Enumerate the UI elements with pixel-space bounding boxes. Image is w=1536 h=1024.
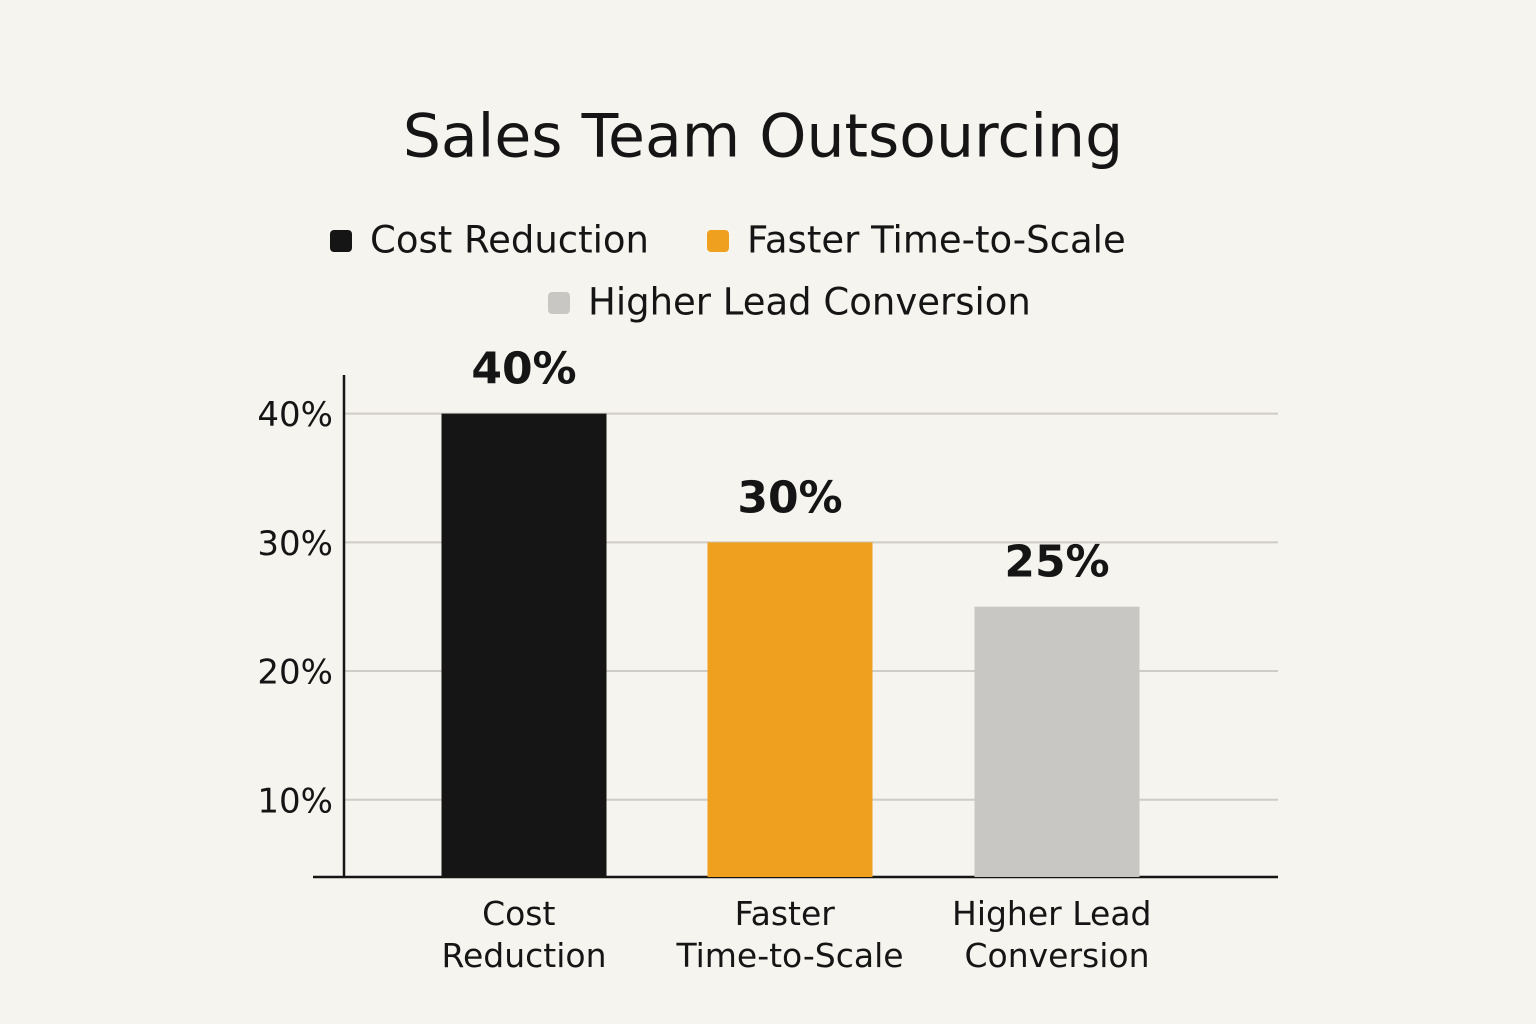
y-tick-label: 40%	[257, 395, 333, 435]
bar	[441, 413, 607, 877]
value-label: 40%	[471, 344, 576, 395]
y-tick-label: 20%	[257, 653, 333, 693]
legend-label: Higher Lead Conversion	[588, 281, 1031, 324]
legend-swatch	[548, 292, 570, 314]
y-tick-label: 10%	[257, 781, 333, 821]
bar	[707, 542, 873, 877]
legend-swatch	[707, 230, 729, 252]
value-label: 30%	[737, 472, 842, 523]
x-tick-label: Higher Lead Conversion	[952, 894, 1162, 975]
value-label: 25%	[1004, 537, 1109, 588]
legend-label: Cost Reduction	[370, 219, 649, 262]
legend-label: Faster Time-to-Scale	[747, 219, 1126, 262]
x-tick-label: Cost Reduction	[442, 894, 607, 975]
bar	[974, 606, 1140, 877]
x-tick-label: Faster Time-to-Scale	[675, 894, 903, 975]
chart-title: Sales Team Outsourcing	[403, 102, 1123, 172]
legend-swatch	[330, 230, 352, 252]
y-tick-label: 30%	[257, 524, 333, 564]
